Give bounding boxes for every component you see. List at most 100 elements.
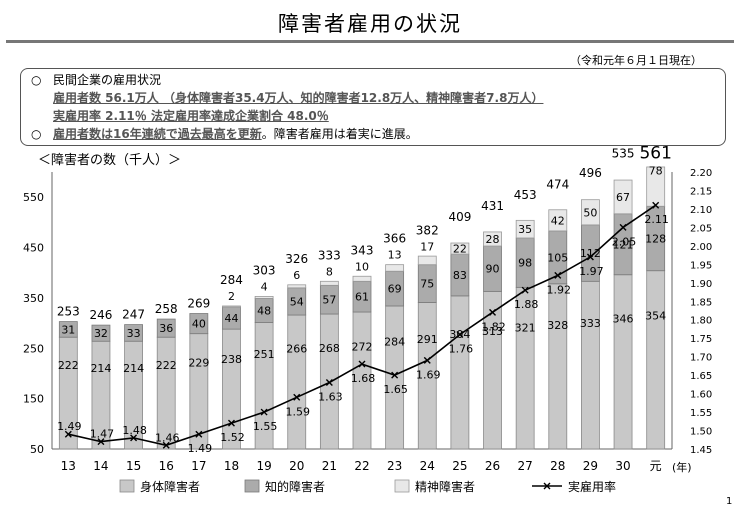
bar-segment	[646, 270, 666, 450]
rate-value-label: 1.65	[383, 383, 408, 396]
y-left-tick-label: 50	[30, 443, 44, 456]
x-tick-label: 17	[191, 459, 206, 473]
x-tick-label: 14	[93, 459, 108, 473]
physical-value-label: 321	[515, 322, 536, 335]
bar-segment	[254, 295, 274, 299]
intellectual-value-label: 75	[420, 278, 434, 291]
bar-segment	[352, 275, 372, 282]
mental-value-label: 28	[486, 233, 500, 246]
x-axis-unit: (年)	[672, 460, 692, 474]
rate-point	[260, 408, 268, 416]
intellectual-value-label: 40	[192, 318, 206, 331]
intellectual-value-label: 105	[547, 251, 568, 264]
record-high-line: ○ 雇用者数は16年連続で過去最高を更新。障害者雇用は着実に進展。	[31, 125, 715, 143]
rate-value-label: 2.11	[644, 213, 669, 226]
total-value-label: 561	[639, 143, 671, 163]
total-value-label: 284	[220, 273, 243, 287]
mental-value-label: 50	[583, 206, 597, 219]
bar-segment	[385, 305, 405, 450]
bar-segment	[385, 264, 405, 272]
total-value-label: 496	[579, 166, 602, 180]
rate-value-label: 1.48	[122, 424, 147, 437]
physical-value-label: 268	[319, 342, 340, 355]
employment-rate-line: 実雇用率 2.11％ 法定雇用率達成企業割合 48.0％	[31, 107, 715, 125]
y-right-tick-label: 1.80	[690, 316, 712, 327]
rate-point	[64, 430, 72, 438]
x-tick-label: 18	[224, 459, 239, 473]
rate-value-label: 1.63	[318, 391, 343, 404]
intellectual-value-label: 90	[486, 263, 500, 276]
x-tick-label: 23	[387, 459, 402, 473]
bar-segment	[450, 242, 470, 255]
rate-point	[456, 331, 464, 339]
legend-swatch	[119, 479, 135, 493]
bar-segment	[417, 255, 437, 266]
bar-segment	[124, 324, 143, 342]
rate-point	[358, 360, 366, 368]
physical-value-label: 229	[188, 357, 209, 370]
mental-value-label: 13	[388, 249, 402, 262]
bar-segment	[189, 313, 209, 335]
summary-heading: 民間企業の雇用状況	[53, 73, 162, 87]
rate-point	[97, 438, 105, 446]
legend-label: 実雇用率	[568, 479, 616, 494]
page-title: 障害者雇用の状況	[278, 12, 462, 36]
mental-value-label: 78	[649, 164, 663, 177]
rate-point	[423, 356, 431, 364]
y-right-tick-label: 1.75	[690, 334, 712, 345]
intellectual-value-label: 48	[257, 305, 271, 318]
intellectual-value-label: 31	[61, 323, 75, 336]
rate-point	[325, 379, 333, 387]
y-left-tick-label: 250	[23, 342, 44, 355]
bar-segment	[450, 295, 470, 450]
total-value-label: 247	[122, 308, 145, 322]
total-value-label: 453	[514, 188, 537, 202]
rate-value-label: 1.52	[220, 431, 245, 444]
total-value-label: 343	[351, 243, 374, 257]
mental-value-label: 42	[551, 214, 565, 227]
physical-value-label: 251	[254, 348, 275, 361]
y-right-tick-label: 2.05	[690, 223, 712, 234]
rate-value-label: 1.55	[253, 420, 278, 433]
x-tick-label: 16	[159, 459, 174, 473]
as-of-date: （令和元年６月１日現在）	[570, 54, 702, 67]
physical-value-label: 214	[90, 362, 111, 375]
bar-segment	[58, 321, 78, 338]
mental-value-label: 67	[616, 191, 630, 204]
physical-value-label: 354	[645, 309, 666, 322]
rate-value-label: 1.49	[188, 442, 213, 455]
bar-segment	[613, 179, 633, 215]
y-right-tick-label: 2.20	[690, 168, 712, 179]
intellectual-value-label: 69	[388, 283, 402, 296]
rate-value-label: 1.82	[481, 320, 506, 333]
mental-value-label: 35	[518, 223, 532, 236]
y-right-tick-label: 1.85	[690, 297, 712, 308]
summary-heading-line: ○ 民間企業の雇用状況	[31, 71, 715, 89]
physical-value-label: 222	[58, 359, 79, 372]
physical-value-label: 291	[417, 333, 438, 346]
y-right-tick-label: 1.45	[690, 445, 712, 456]
intellectual-value-label: 33	[127, 327, 141, 340]
rate-point	[162, 441, 170, 449]
employee-count-text: 雇用者数 56.1万人 （身体障害者35.4万人、知的障害者12.8万人、精神障…	[53, 91, 544, 105]
bar-segment	[91, 324, 111, 342]
rate-value-label: 1.47	[90, 428, 115, 441]
bullet-icon: ○	[31, 127, 42, 141]
total-value-label: 258	[155, 302, 178, 316]
bar-segment	[222, 305, 241, 308]
physical-value-label: 346	[613, 312, 634, 325]
rate-value-label: 1.88	[514, 298, 539, 311]
rate-value-label: 1.69	[416, 368, 441, 381]
bar-segment	[646, 166, 666, 207]
x-tick-label: 24	[420, 459, 435, 473]
total-value-label: 246	[89, 308, 112, 322]
legend-label: 身体障害者	[140, 479, 200, 494]
bar-segment	[483, 290, 502, 450]
title-divider	[6, 40, 734, 43]
y-right-tick-label: 1.50	[690, 427, 712, 438]
rate-point	[130, 434, 138, 442]
bar-segment	[319, 313, 339, 450]
x-tick-label: 21	[322, 459, 337, 473]
intellectual-value-label: 98	[518, 257, 532, 270]
